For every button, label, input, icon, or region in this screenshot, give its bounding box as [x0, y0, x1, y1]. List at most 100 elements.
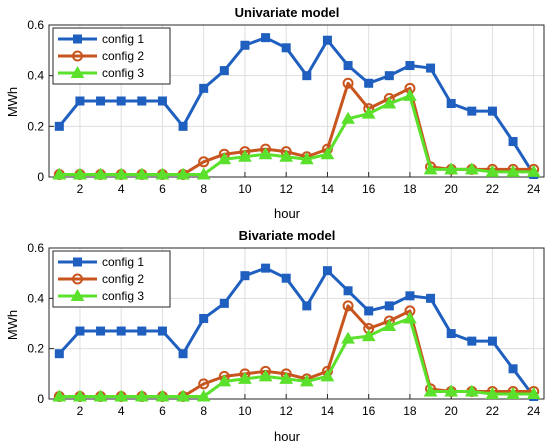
y-tick-label: 0	[37, 392, 44, 406]
config-1-point	[281, 43, 291, 53]
config-1-point	[384, 71, 394, 81]
legend-marker-config-1	[73, 257, 82, 267]
config-1-point	[487, 336, 497, 346]
config-1-point	[364, 306, 374, 316]
x-tick-label: 4	[118, 182, 125, 196]
config-1-point	[54, 349, 64, 359]
config-3-point	[444, 384, 459, 397]
config-3-point	[341, 331, 355, 344]
config-1-point	[446, 329, 456, 339]
config-3-point	[73, 389, 87, 402]
config-3-point	[238, 371, 252, 384]
y-tick-label: 0	[37, 170, 44, 184]
config-1-point	[405, 61, 415, 71]
x-tick-label: 2	[77, 182, 84, 196]
y-axis-label: MWh	[5, 310, 20, 340]
config-3-point	[320, 147, 335, 160]
x-tick-label: 18	[403, 182, 417, 196]
config-3-point	[485, 386, 500, 399]
y-tick-label: 0.4	[27, 291, 44, 305]
config-3-point	[382, 319, 397, 332]
x-tick-label: 14	[321, 404, 335, 418]
config-3-point	[258, 369, 273, 382]
chart-title: Univariate model	[235, 5, 340, 20]
y-axis-label: MWh	[5, 87, 20, 117]
config-2-point	[198, 156, 210, 168]
config-3-point	[52, 167, 67, 180]
config-1-point	[508, 364, 518, 374]
config-1-point	[467, 106, 477, 116]
config-1-point	[261, 263, 271, 273]
x-tick-label: 8	[200, 404, 207, 418]
config-1-point	[75, 96, 85, 106]
config-3-point	[526, 164, 541, 177]
x-tick-label: 12	[280, 404, 294, 418]
config-2-point	[198, 378, 210, 390]
config-2-point	[342, 77, 354, 89]
config-1-point	[467, 336, 477, 346]
config-1-point	[178, 121, 188, 131]
config-1-point	[240, 271, 250, 281]
config-3-point	[403, 311, 417, 324]
config-3-point	[423, 162, 438, 175]
config-3-point	[155, 389, 170, 402]
config-3-point	[134, 167, 149, 180]
x-tick-label: 12	[280, 182, 294, 196]
config-3-point	[320, 369, 335, 382]
config-1-point	[157, 326, 167, 336]
x-tick-label: 2	[77, 404, 84, 418]
x-tick-label: 20	[445, 404, 459, 418]
config-1-point	[343, 61, 353, 71]
config-3-point	[93, 389, 108, 402]
x-tick-label: 16	[362, 182, 376, 196]
legend-marker-config-3	[70, 65, 85, 78]
config-3-point	[217, 152, 232, 165]
config-1-point	[178, 349, 188, 359]
config-3-point	[526, 386, 541, 399]
y-tick-label: 0.2	[27, 119, 44, 133]
config-1-point	[199, 83, 209, 93]
plot-frame	[48, 24, 545, 178]
config-1-point	[364, 78, 374, 88]
config-3-point	[444, 162, 459, 175]
config-1-point	[384, 301, 394, 311]
x-tick-label: 24	[527, 404, 541, 418]
x-tick-label: 14	[321, 182, 335, 196]
legend-marker-config-3	[70, 288, 85, 301]
legend-label-config-3: config 3	[102, 66, 144, 80]
config-1-point	[322, 35, 332, 45]
x-tick-label: 22	[486, 182, 500, 196]
config-1-point	[302, 301, 312, 311]
x-tick-label: 22	[486, 404, 500, 418]
legend-marker-config-2	[72, 273, 83, 285]
config-1-point	[343, 286, 353, 296]
config-1-point	[54, 121, 64, 131]
x-tick-label: 16	[362, 404, 376, 418]
y-tick-label: 0.4	[27, 69, 44, 83]
config-3-point	[299, 374, 314, 387]
config-1-point	[508, 137, 518, 147]
y-tick-label: 0.6	[27, 18, 44, 32]
config-3-point	[341, 111, 355, 124]
legend-marker-config-1	[73, 34, 82, 44]
config-1-point	[426, 63, 436, 73]
config-1-point	[219, 66, 229, 76]
x-tick-label: 10	[238, 404, 252, 418]
config-3-point	[196, 389, 211, 402]
x-tick-label: 18	[403, 404, 417, 418]
config-1-point	[96, 96, 106, 106]
config-3-point	[114, 167, 129, 180]
config-3-point	[361, 329, 376, 342]
config-3-point	[155, 167, 170, 180]
config-2-point	[342, 300, 354, 312]
legend: config 1 config 2 config 3	[52, 250, 171, 308]
x-tick-label: 6	[159, 404, 166, 418]
x-tick-label: 8	[200, 182, 207, 196]
x-axis-label: hour	[274, 429, 301, 444]
config-1-point	[322, 266, 332, 276]
config-3-point	[176, 167, 190, 180]
config-1-point	[219, 298, 229, 308]
